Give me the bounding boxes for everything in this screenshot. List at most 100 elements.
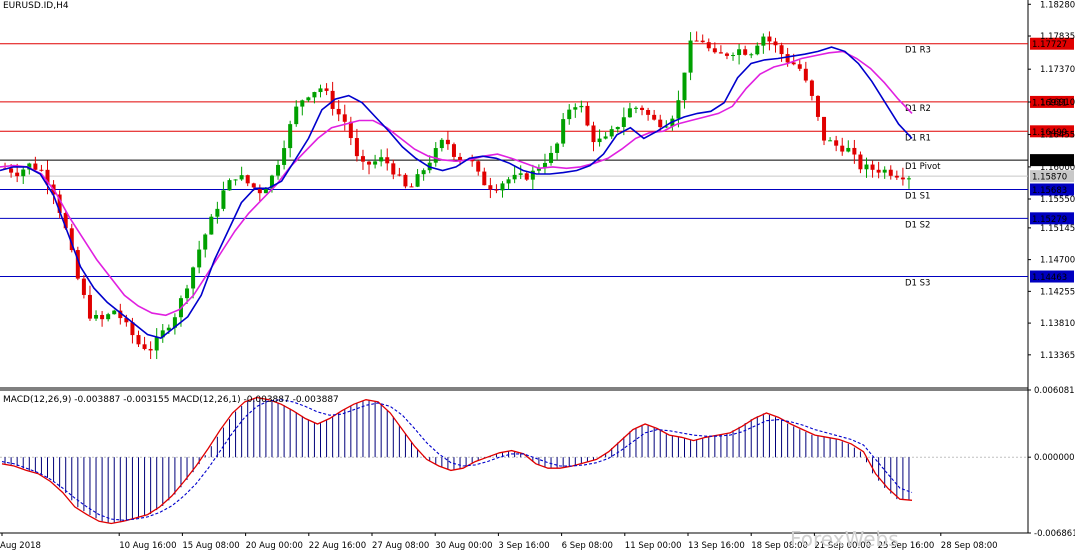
- candle-body: [894, 175, 899, 178]
- price-tick-label: 1.13810: [1040, 319, 1075, 329]
- time-tick-label: 11 Sep 00:00: [625, 541, 682, 551]
- time-tick-label: 27 Aug 08:00: [372, 541, 429, 551]
- time-tick-label: Aug 2018: [0, 541, 41, 551]
- level-price-tag: [1030, 183, 1074, 196]
- candle-body: [500, 183, 505, 191]
- candle-body: [27, 163, 32, 170]
- candle-body: [573, 107, 578, 110]
- watermark: ForexWebs: [790, 527, 899, 551]
- candle-body: [536, 167, 541, 171]
- candle-body: [439, 139, 444, 149]
- candle-body: [597, 138, 602, 143]
- candle-body: [882, 169, 887, 173]
- current-price-tag: [1030, 170, 1074, 183]
- candle-body: [221, 190, 226, 209]
- level-price-tag: [1030, 125, 1074, 138]
- candle-body: [512, 174, 517, 180]
- candle-body: [700, 40, 705, 43]
- candle-body: [470, 159, 475, 162]
- candle-body: [737, 49, 742, 56]
- level-price-tag: [1030, 37, 1074, 50]
- level-label: D1 S1: [905, 192, 930, 202]
- price-tick-label: 1.16455: [1040, 130, 1075, 140]
- price-tick-label: 1.16000: [1040, 163, 1075, 173]
- time-tick-label: 30 Aug 00:00: [435, 541, 492, 551]
- candle-body: [585, 105, 590, 126]
- macd-axis: 0.006081 0.000000 -0.006861: [1028, 386, 1075, 539]
- candle-body: [166, 327, 171, 331]
- candle-body: [840, 145, 845, 152]
- candle-body: [403, 174, 408, 187]
- candle-body: [518, 173, 523, 175]
- candle-body: [785, 54, 790, 63]
- candle-body: [69, 228, 74, 251]
- candle-body: [397, 174, 402, 176]
- pivot-levels: D1 R3 1.17727 D1 R2 1.16911 D1 R1 1.16499 D1 P…: [0, 37, 1074, 289]
- candle-body: [458, 156, 463, 161]
- level-price-tag-text: 1.15279: [1032, 215, 1067, 225]
- candle-body: [834, 140, 839, 146]
- candle-body: [45, 169, 50, 185]
- candle-body: [100, 314, 105, 320]
- candle-body: [21, 169, 26, 177]
- level-price-tag: [1030, 212, 1074, 225]
- time-axis: Aug 2018 10 Aug 16:00 15 Aug 08:00 20 Aug 0…: [0, 533, 998, 551]
- level-label: D1 R2: [905, 104, 931, 114]
- candle-body: [682, 72, 687, 101]
- candle-body: [888, 169, 893, 176]
- candle-body: [233, 179, 238, 181]
- macd-label: MACD(12,26,9) -0.003887 -0.003155 MACD(1…: [3, 395, 339, 405]
- candle-body: [354, 138, 359, 157]
- candle-body: [391, 163, 396, 175]
- level-price-tag-text: 1.16095: [1032, 157, 1067, 167]
- ma-slow-line: [0, 50, 913, 317]
- candle-body: [846, 147, 851, 152]
- candle-body: [379, 157, 384, 162]
- candle-body: [706, 42, 711, 49]
- level-label: D1 S2: [905, 220, 930, 230]
- candle-body: [791, 62, 796, 65]
- candle-body: [555, 143, 560, 153]
- candle-body: [579, 105, 584, 108]
- time-tick-label: 28 Sep 08:00: [941, 541, 998, 551]
- candle-body: [294, 106, 299, 125]
- candle-body: [652, 114, 657, 120]
- candle-body: [203, 234, 208, 250]
- candle-body: [318, 88, 323, 93]
- candle-body: [63, 212, 68, 229]
- candle-body: [549, 152, 554, 163]
- candle-body: [251, 183, 256, 188]
- candle-body: [324, 88, 329, 91]
- candle-body: [269, 175, 274, 189]
- time-tick-label: 25 Sep 16:00: [878, 541, 935, 551]
- candle-body: [415, 174, 420, 187]
- candle-body: [646, 110, 651, 115]
- level-label: D1 Pivot: [905, 162, 941, 172]
- candle-body: [87, 294, 92, 319]
- candle-body: [767, 36, 772, 42]
- level-label: D1 R3: [905, 46, 931, 56]
- candle-body: [627, 108, 632, 118]
- candle-body: [360, 156, 365, 162]
- candle-body: [421, 170, 426, 175]
- candle-body: [658, 119, 663, 128]
- level-price-tag-text: 1.15683: [1032, 186, 1067, 196]
- level-price-tag-text: 1.17727: [1032, 40, 1067, 50]
- candle-body: [640, 107, 645, 111]
- time-tick-label: 13 Sep 16:00: [688, 541, 745, 551]
- candle-body: [94, 314, 99, 319]
- candle-body: [506, 179, 511, 184]
- level-price-tag: [1030, 154, 1074, 167]
- candle-body: [124, 318, 129, 323]
- candle-body: [263, 188, 268, 194]
- candle-body: [282, 148, 287, 165]
- candle-body: [876, 169, 881, 173]
- candle-body: [172, 317, 177, 328]
- candle-body: [185, 288, 190, 299]
- candle-body: [718, 52, 723, 54]
- candle-body: [828, 140, 833, 142]
- candle-body: [148, 348, 153, 351]
- candle-body: [433, 148, 438, 163]
